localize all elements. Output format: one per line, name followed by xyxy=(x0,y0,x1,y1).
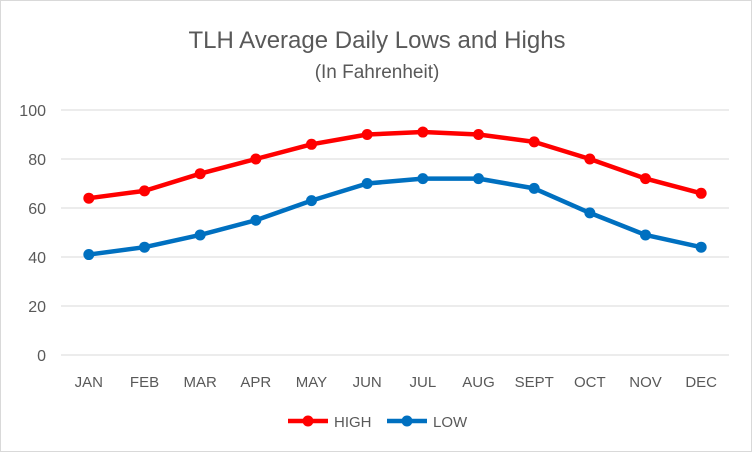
data-point-high xyxy=(695,187,707,199)
x-tick-label: JAN xyxy=(75,374,103,391)
y-tick-label: 20 xyxy=(28,299,46,316)
x-tick-label: NOV xyxy=(629,374,662,391)
x-tick-label: FEB xyxy=(130,374,159,391)
legend-label: LOW xyxy=(433,414,468,431)
data-point-high xyxy=(640,173,651,185)
y-tick-label: 40 xyxy=(28,250,46,267)
data-point-high xyxy=(417,126,429,138)
data-point-high xyxy=(361,129,373,140)
x-tick-label: APR xyxy=(240,374,271,391)
x-tick-label: DEC xyxy=(685,374,717,391)
legend-marker-high xyxy=(302,415,314,427)
data-point-low xyxy=(417,173,429,185)
data-point-low xyxy=(695,241,707,253)
chart-title: TLH Average Daily Lows and Highs xyxy=(188,27,565,54)
data-point-low xyxy=(473,173,484,185)
data-point-low xyxy=(194,229,206,241)
y-tick-label: 100 xyxy=(19,103,46,120)
data-point-low xyxy=(139,241,150,253)
data-point-high xyxy=(473,129,484,140)
data-point-high xyxy=(584,153,596,165)
y-tick-label: 60 xyxy=(28,201,46,218)
x-tick-label: JUN xyxy=(353,374,382,391)
data-point-high xyxy=(83,192,95,204)
chart-subtitle: (In Fahrenheit) xyxy=(315,62,440,83)
data-point-low xyxy=(83,249,95,261)
y-tick-label: 0 xyxy=(37,348,46,365)
data-point-low xyxy=(640,229,651,241)
data-point-high xyxy=(306,138,317,150)
data-point-low xyxy=(250,214,262,226)
data-point-high xyxy=(528,136,540,148)
x-tick-label: SEPT xyxy=(515,374,554,391)
data-point-high xyxy=(194,168,206,180)
x-tick-label: OCT xyxy=(574,374,606,391)
series-line-high xyxy=(88,129,702,201)
y-tick-label: 80 xyxy=(28,152,46,169)
data-point-high xyxy=(250,153,262,165)
x-tick-label: MAR xyxy=(183,374,217,391)
x-tick-label: JUL xyxy=(409,374,436,391)
series-line-low xyxy=(88,176,702,257)
x-tick-label: AUG xyxy=(462,374,495,391)
data-point-low xyxy=(584,207,596,219)
legend-marker-low xyxy=(401,415,413,427)
x-tick-label: MAY xyxy=(296,374,327,391)
data-point-low xyxy=(528,182,540,194)
data-point-high xyxy=(139,185,150,197)
data-point-low xyxy=(306,195,317,207)
legend-label: HIGH xyxy=(334,414,372,431)
data-point-low xyxy=(361,178,373,189)
